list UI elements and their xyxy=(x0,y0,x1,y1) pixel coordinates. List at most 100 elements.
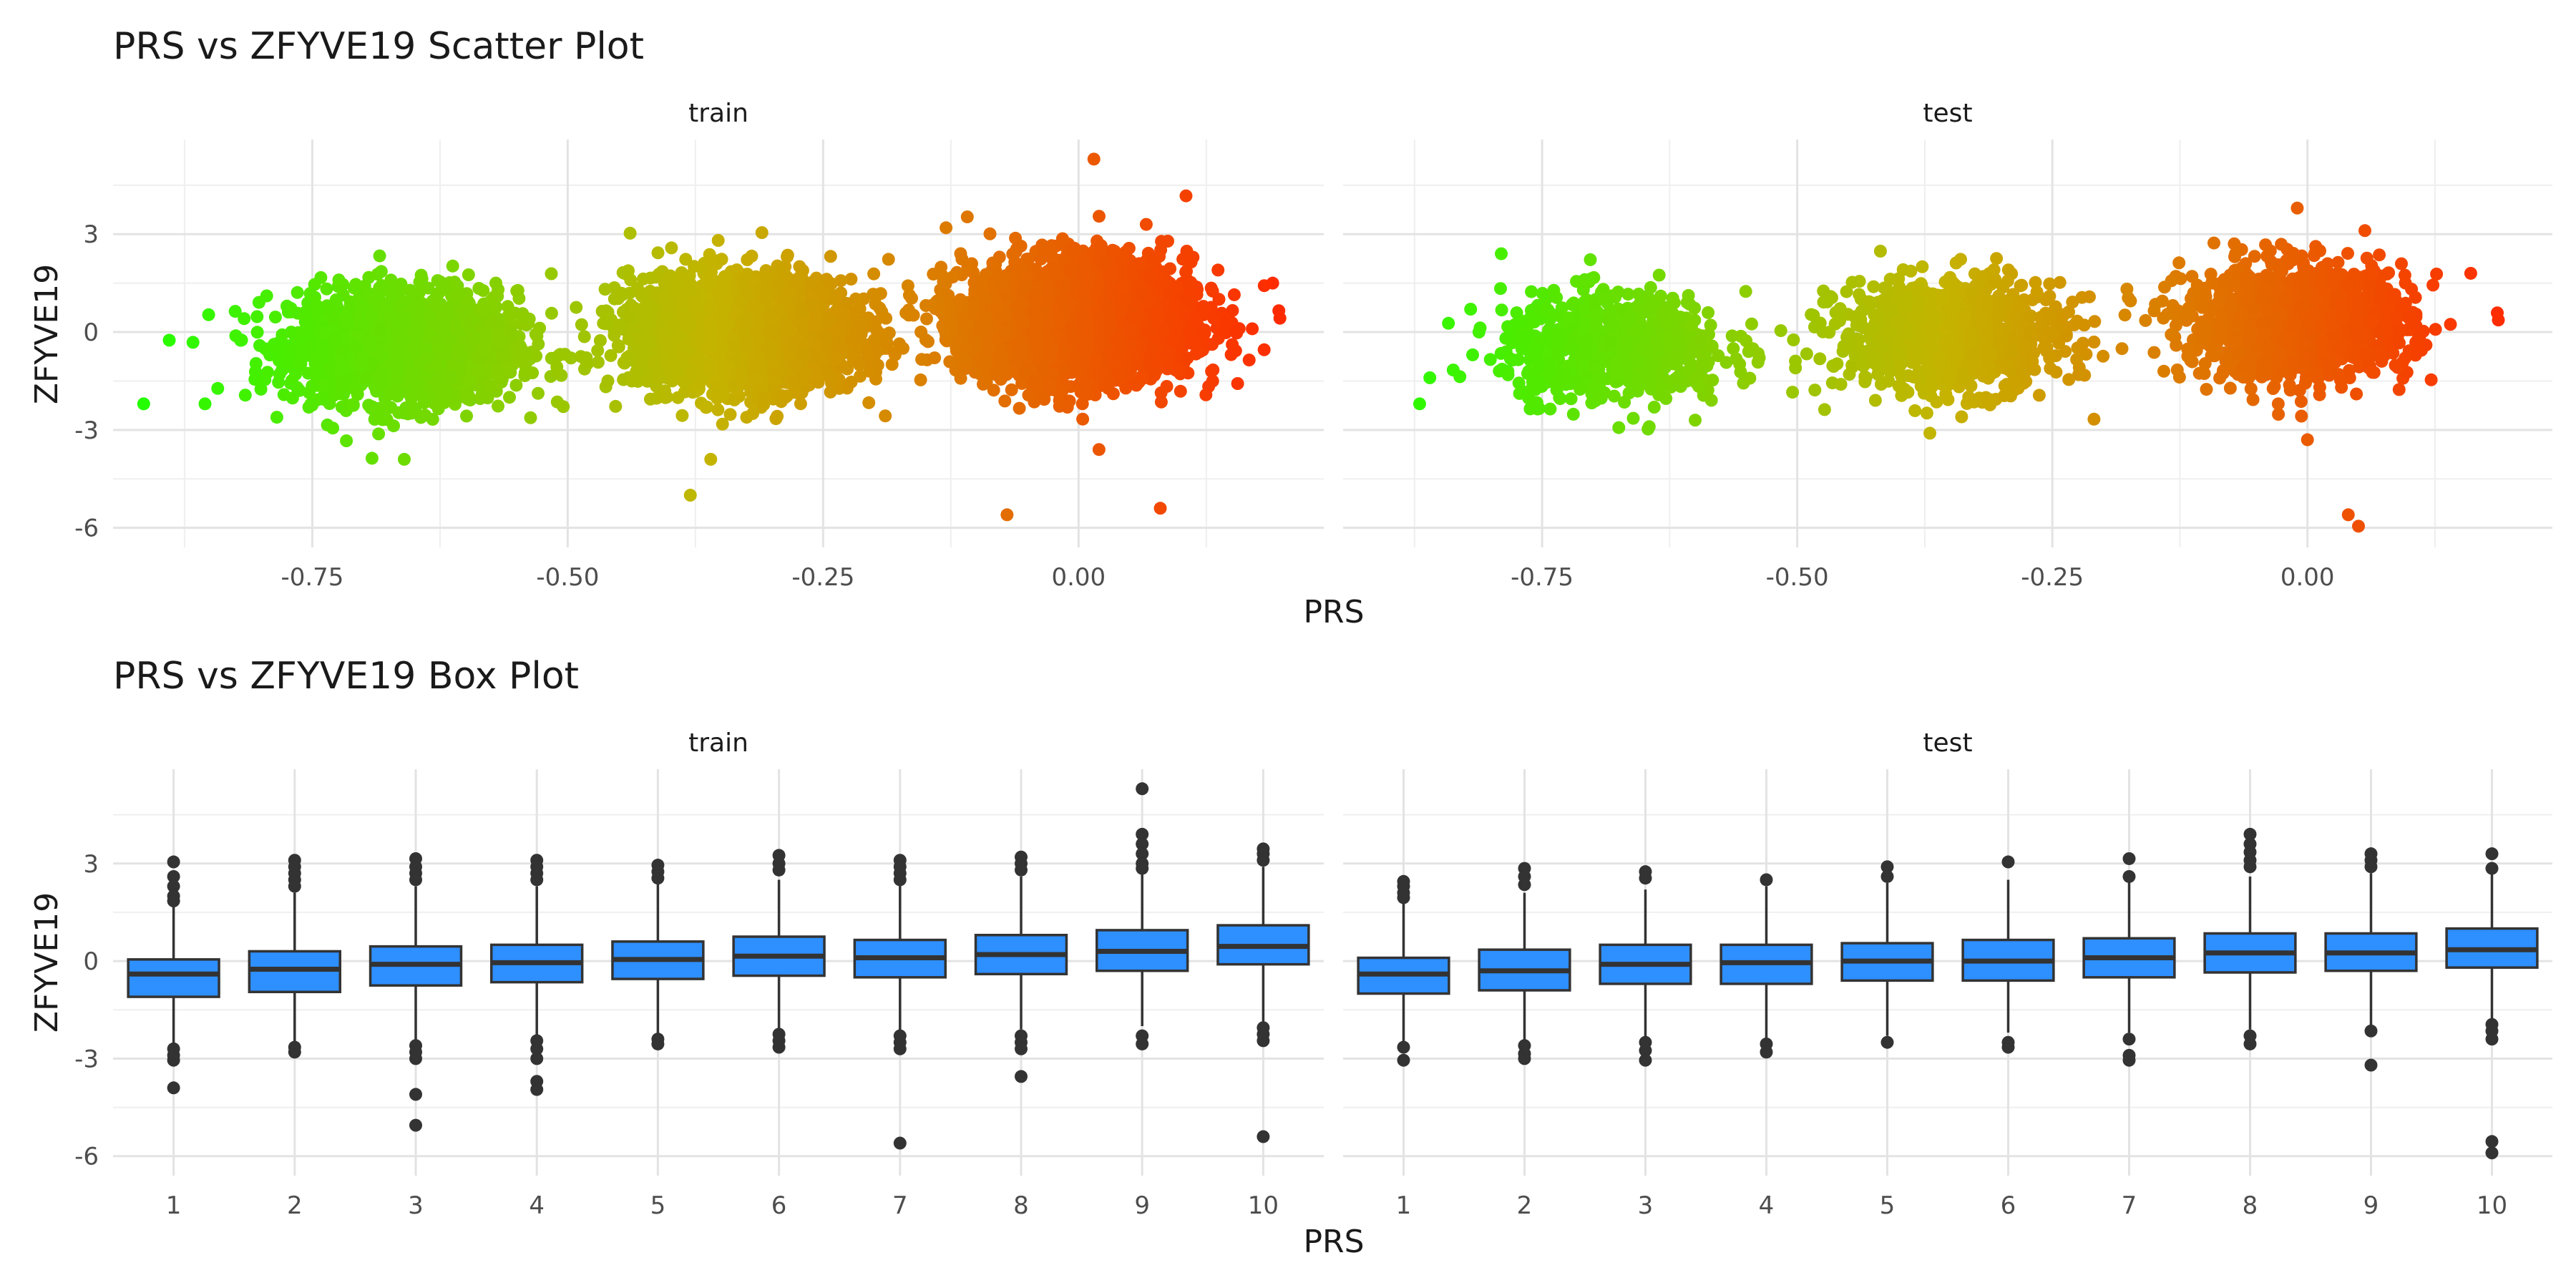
scatter-point xyxy=(705,329,718,343)
scatter-point xyxy=(254,382,268,396)
scatter-point xyxy=(408,345,421,358)
scatter-point xyxy=(879,409,892,423)
scatter-point xyxy=(772,303,786,316)
scatter-point xyxy=(716,341,730,354)
scatter-point xyxy=(419,350,433,364)
scatter-point xyxy=(1273,311,1287,325)
scatter-point xyxy=(371,268,384,281)
scatter-point xyxy=(406,366,420,379)
scatter-point xyxy=(862,396,876,409)
scatter-point xyxy=(446,259,459,273)
scatter-point xyxy=(530,329,544,343)
scatter-point xyxy=(679,253,693,266)
scatter-panel-train xyxy=(113,140,1324,547)
scatter-point xyxy=(699,401,713,414)
scatter-point xyxy=(250,310,264,323)
scatter-point xyxy=(211,381,225,395)
scatter-point xyxy=(807,320,821,333)
scatter-point xyxy=(580,358,593,371)
scatter-point xyxy=(1211,263,1225,277)
scatter-point xyxy=(493,333,507,346)
scatter-point xyxy=(503,391,516,404)
scatter-point xyxy=(532,386,545,400)
scatter-point xyxy=(853,358,867,372)
scatter-point xyxy=(1076,412,1090,426)
scatter-point xyxy=(671,391,685,404)
scatter-point xyxy=(262,345,275,358)
scatter-point xyxy=(314,270,328,284)
scatter-point xyxy=(479,333,492,346)
scatter-point xyxy=(329,293,343,306)
scatter-point xyxy=(318,326,331,339)
scatter-point xyxy=(296,351,310,364)
scatter-point xyxy=(370,291,384,304)
scatter-point xyxy=(421,281,435,295)
scatter-point xyxy=(575,318,588,331)
scatter-point xyxy=(758,289,772,303)
scatter-point xyxy=(460,409,473,423)
scatter-point xyxy=(509,379,523,392)
scatter-point xyxy=(747,371,761,384)
scatter-point xyxy=(308,291,321,304)
scatter-point xyxy=(712,307,726,321)
scatter-point xyxy=(779,391,792,404)
scatter-point xyxy=(616,266,630,279)
scatter-point xyxy=(745,249,758,263)
scatter-point xyxy=(660,390,673,404)
scatter-point xyxy=(186,336,200,349)
scatter-point xyxy=(504,323,517,337)
scatter-point xyxy=(703,248,716,261)
scatter-point xyxy=(351,388,364,401)
scatter-point xyxy=(384,311,397,325)
scatter-point xyxy=(229,329,243,343)
scatter-point xyxy=(773,278,786,291)
scatter-point xyxy=(510,284,524,298)
scatter-point xyxy=(753,335,766,348)
scatter-point xyxy=(357,351,370,365)
scatter-point xyxy=(452,346,465,359)
scatter-point xyxy=(1139,218,1153,231)
scatter-point xyxy=(728,340,741,353)
scatter-point xyxy=(558,348,572,361)
scatter-point xyxy=(824,385,837,399)
scatter-point xyxy=(467,330,481,343)
scatter-point xyxy=(716,417,729,431)
scatter-point xyxy=(755,356,769,370)
scatter-point xyxy=(688,296,702,309)
scatter-point xyxy=(320,282,333,296)
scatter-point xyxy=(457,304,471,318)
scatter-point xyxy=(711,377,725,391)
scatter-point xyxy=(794,397,807,411)
scatter-point xyxy=(651,246,665,260)
scatter-point xyxy=(489,276,502,290)
scatter-point xyxy=(291,286,304,299)
scatter-point xyxy=(791,277,805,291)
scatter-point xyxy=(272,376,286,389)
scatter-point xyxy=(824,277,838,291)
scatter-point xyxy=(353,311,366,324)
scatter-point xyxy=(524,411,537,424)
scatter-point xyxy=(440,386,454,400)
scatter-plot-title: PRS vs ZFYVE19 Scatter Plot xyxy=(113,25,644,68)
scatter-point xyxy=(854,329,867,343)
scatter-point xyxy=(340,434,353,447)
scatter-point xyxy=(374,323,387,336)
scatter-point xyxy=(335,379,348,391)
scatter-point xyxy=(867,267,881,280)
scatter-point xyxy=(675,409,689,422)
scatter-point xyxy=(306,379,319,393)
scatter-point xyxy=(613,318,627,332)
scatter-point xyxy=(679,284,693,298)
scatter-point xyxy=(477,302,491,316)
scatter-point xyxy=(260,289,273,303)
scatter-point xyxy=(277,388,291,401)
scatter-point xyxy=(711,234,725,247)
scatter-point xyxy=(441,308,454,322)
scatter-point xyxy=(871,288,884,302)
scatter-point xyxy=(618,356,631,370)
scatter-point xyxy=(472,282,486,295)
scatter-point xyxy=(599,317,613,331)
scatter-point xyxy=(824,250,837,263)
scatter-point xyxy=(475,388,489,401)
scatter-point xyxy=(202,308,215,321)
